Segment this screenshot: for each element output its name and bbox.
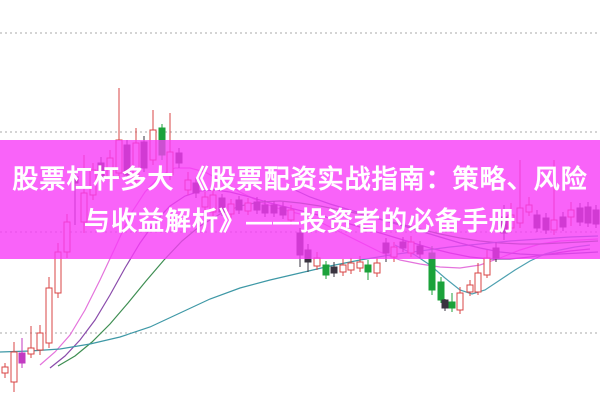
candle	[330, 266, 338, 274]
candle	[253, 201, 261, 211]
candle	[525, 204, 533, 213]
candle	[441, 299, 449, 309]
candle	[592, 209, 600, 225]
candle	[209, 194, 217, 213]
candle	[296, 232, 304, 256]
candle	[192, 182, 200, 194]
candle	[313, 257, 321, 267]
candle	[322, 264, 330, 276]
candle	[416, 245, 424, 255]
candle	[54, 251, 62, 294]
candle	[542, 217, 550, 231]
candle	[36, 332, 44, 351]
candle	[390, 246, 398, 258]
candle	[227, 203, 235, 215]
candle	[149, 129, 157, 161]
candle	[63, 221, 71, 253]
candle	[364, 264, 372, 273]
candle	[115, 139, 123, 174]
candle	[261, 204, 269, 214]
candle	[448, 301, 456, 309]
candle	[382, 242, 390, 254]
candle	[106, 157, 114, 179]
candle	[218, 197, 226, 213]
candle	[80, 192, 88, 223]
candle	[500, 216, 508, 234]
candle	[132, 142, 140, 181]
candle	[347, 262, 355, 271]
candle	[97, 162, 105, 179]
candle	[466, 284, 474, 293]
candle	[339, 264, 347, 273]
candle	[474, 272, 482, 293]
candle	[71, 176, 79, 184]
candle	[10, 351, 18, 383]
candle	[373, 262, 381, 274]
candle	[235, 199, 243, 211]
candle	[507, 214, 515, 229]
candle	[1, 366, 9, 374]
candle	[428, 252, 436, 291]
candle	[158, 127, 166, 156]
candle	[356, 261, 364, 269]
candle	[287, 209, 295, 221]
candle	[492, 247, 500, 259]
candle	[516, 207, 524, 224]
candle	[89, 169, 97, 196]
candle	[175, 152, 183, 164]
candle	[184, 179, 192, 191]
candle	[576, 207, 584, 223]
candle	[533, 214, 541, 229]
candle	[27, 347, 35, 355]
candle	[244, 202, 252, 212]
candle	[437, 281, 445, 301]
candle	[304, 249, 312, 263]
candle	[483, 257, 491, 276]
candle	[18, 352, 26, 364]
candle	[550, 219, 558, 231]
candle	[279, 206, 287, 216]
candle	[399, 241, 407, 249]
candle	[456, 292, 464, 311]
candle	[123, 144, 131, 176]
candle	[270, 204, 278, 214]
candle	[567, 209, 575, 218]
candle	[559, 216, 567, 228]
candle	[140, 141, 148, 169]
candle	[166, 151, 174, 176]
candle	[584, 206, 592, 224]
candle	[201, 196, 209, 208]
candle	[45, 287, 53, 344]
candle	[407, 241, 415, 254]
